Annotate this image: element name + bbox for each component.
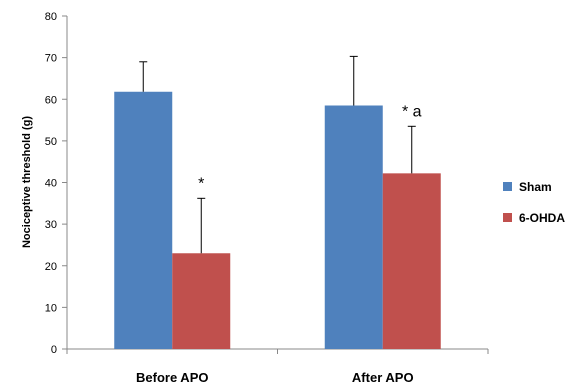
legend-swatch: [503, 182, 512, 191]
significance-annotation: * a: [402, 103, 422, 120]
y-tick-label: 80: [45, 11, 57, 23]
y-tick-label: 20: [45, 261, 57, 273]
y-tick-label: 10: [45, 302, 57, 314]
y-axis-title: Nociceptive threshold (g): [21, 116, 33, 248]
legend-label: 6-OHDA: [519, 211, 565, 225]
legend: Sham 6-OHDA: [503, 180, 565, 225]
y-tick-label: 50: [45, 136, 57, 148]
bar: [172, 253, 231, 349]
x-axis: Before APO After APO: [66, 348, 489, 385]
bar: [114, 91, 173, 349]
bars: [114, 91, 441, 350]
y-tick-label: 0: [51, 344, 57, 356]
annotations: * * a: [198, 103, 422, 192]
legend-label: Sham: [519, 180, 552, 194]
legend-swatch: [503, 213, 512, 222]
x-tick-label: After APO: [352, 370, 414, 385]
significance-annotation: *: [198, 175, 204, 192]
error-bars: [139, 55, 416, 254]
y-tick-label: 70: [45, 53, 57, 65]
bar: [382, 173, 441, 349]
bar: [324, 105, 383, 350]
x-tick-label: Before APO: [136, 370, 208, 385]
y-tick-label: 30: [45, 219, 57, 231]
y-tick-label: 60: [45, 94, 57, 106]
y-tick-label: 40: [45, 178, 57, 190]
y-axis: 0 10 20 30 40 50 60 70 80: [45, 11, 68, 356]
